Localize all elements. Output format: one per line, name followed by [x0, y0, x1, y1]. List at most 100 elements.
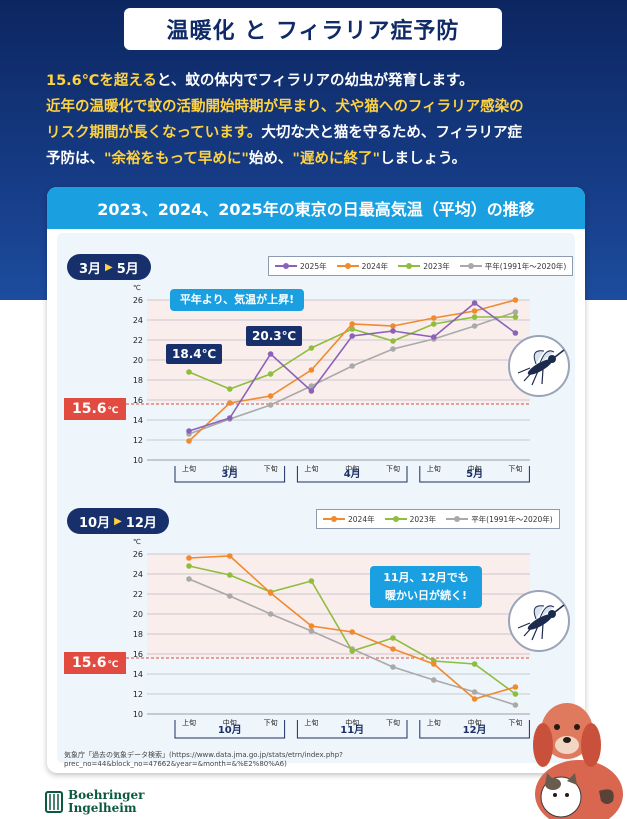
autumn-period-from: 10月 — [79, 515, 111, 531]
data-point — [471, 323, 478, 329]
month-label: 3月 — [221, 468, 238, 480]
legend-swatch — [336, 263, 359, 269]
dog-cat-illustration — [533, 703, 623, 819]
legend-swatch — [323, 516, 345, 522]
data-point — [227, 415, 233, 421]
x-tick-label: 中旬 — [345, 718, 359, 727]
data-point — [390, 635, 396, 641]
data-point — [186, 369, 192, 375]
legend-swatch — [384, 516, 407, 522]
spring-period-to: 5月 — [116, 261, 139, 277]
mosquito-icon — [508, 335, 570, 397]
data-point — [390, 338, 396, 344]
intro-text-part: 始め、 — [248, 151, 293, 167]
data-point — [471, 300, 478, 306]
legend-swatch — [459, 263, 482, 269]
data-point — [267, 402, 274, 408]
y-tick-label: 16 — [133, 396, 143, 405]
x-tick-label: 上旬 — [182, 718, 196, 727]
x-tick-label: 上旬 — [182, 464, 196, 473]
data-point — [390, 323, 396, 329]
y-tick-label: 10 — [133, 710, 143, 719]
page-title: 温暖化 と フィラリア症予防 — [124, 8, 502, 50]
legend-label: 2024年 — [348, 514, 375, 524]
data-point — [512, 691, 519, 697]
data-point — [186, 563, 192, 569]
data-point — [512, 297, 519, 303]
y-tick-label: 12 — [133, 436, 143, 445]
legend-label: 2023年 — [409, 514, 437, 524]
x-tick-label: 下旬 — [264, 464, 278, 473]
data-point — [512, 309, 519, 315]
data-point — [186, 555, 192, 561]
threshold-value: 15.6 — [72, 401, 107, 417]
panel-header: 2023、2024、2025年の東京の日最高気温（平均）の推移 — [47, 187, 585, 229]
intro-text-part: と、蚊の体内でフィラリアの幼虫が発育します。 — [156, 73, 474, 89]
data-point — [227, 572, 233, 578]
data-point — [267, 393, 274, 399]
mosquito-icon — [508, 590, 570, 652]
autumn-legend: 2024年 2023年 平年(1991年〜2020年) — [316, 509, 560, 529]
data-point — [227, 400, 233, 406]
legend-item-normal: 平年(1991年〜2020年) — [459, 261, 566, 272]
data-point — [471, 689, 478, 695]
y-tick-label: 22 — [133, 590, 143, 599]
data-point — [308, 345, 315, 351]
threshold-value: 15.6 — [72, 655, 107, 671]
month-label: 10月 — [218, 724, 242, 736]
spring-period-from: 3月 — [79, 261, 102, 277]
intro-highlight: 15.6℃を超える — [46, 73, 157, 89]
data-point — [431, 315, 437, 321]
data-point — [349, 629, 356, 635]
x-tick-label: 中旬 — [468, 718, 482, 727]
data-point — [431, 321, 437, 327]
autumn-callout-line1: 11月、12月でも — [383, 571, 469, 584]
data-point — [186, 428, 192, 434]
data-point — [308, 367, 315, 373]
y-axis-unit: ℃ — [133, 284, 141, 292]
month-bracket — [296, 466, 408, 483]
data-point — [349, 321, 356, 327]
data-point — [471, 696, 478, 702]
data-point — [431, 661, 437, 667]
chart-panel: 2023、2024、2025年の東京の日最高気温（平均）の推移 — [47, 187, 585, 773]
data-point — [267, 351, 274, 357]
x-tick-label: 下旬 — [508, 718, 522, 727]
logo-line-1: Boehringer — [68, 788, 145, 802]
data-point — [390, 328, 396, 334]
source-note: 気象庁「過去の気象データ検索」(https://www.data.jma.go.… — [64, 751, 343, 768]
data-point — [431, 334, 437, 340]
y-tick-label: 24 — [133, 570, 143, 579]
data-point — [308, 388, 315, 394]
logo-mark-icon — [45, 791, 63, 813]
data-point — [390, 646, 396, 652]
y-tick-label: 20 — [133, 356, 143, 365]
legend-label: 平年(1991年〜2020年) — [471, 514, 553, 524]
data-point — [390, 664, 396, 670]
data-point — [267, 371, 274, 377]
intro-highlight: "遅めに終了" — [292, 151, 380, 167]
x-tick-label: 下旬 — [264, 718, 278, 727]
threshold-badge-autumn: 15.6 ℃ — [64, 652, 127, 674]
data-point — [512, 702, 519, 708]
data-point — [308, 628, 315, 634]
legend-item-2024: 2024年 — [323, 514, 375, 525]
intro-highlight: 近年の温暖化で蚊の活動開始時期が早まり、犬や猫へのフィラリア感染の — [46, 99, 524, 115]
company-logo: Boehringer Ingelheim — [44, 789, 144, 815]
legend-swatch — [275, 263, 297, 269]
legend-item-normal: 平年(1991年〜2020年) — [446, 514, 553, 525]
x-tick-label: 上旬 — [427, 464, 441, 473]
data-point — [227, 386, 233, 392]
data-point — [349, 648, 356, 654]
y-tick-label: 10 — [133, 456, 143, 465]
intro-text: 15.6℃を超えると、蚊の体内でフィラリアの幼虫が発育します。 近年の温暖化で蚊… — [46, 68, 596, 172]
month-bracket — [419, 720, 530, 739]
y-tick-label: 16 — [133, 650, 143, 659]
data-point — [186, 576, 192, 582]
data-label-20-3: 20.3℃ — [246, 326, 303, 346]
legend-label: 2025年 — [300, 261, 327, 271]
x-tick-label: 中旬 — [345, 464, 359, 473]
intro-text-part: 大切な犬と猫を守るため、フィラリア症 — [261, 125, 523, 141]
data-point — [471, 661, 478, 667]
legend-swatch — [398, 263, 421, 269]
